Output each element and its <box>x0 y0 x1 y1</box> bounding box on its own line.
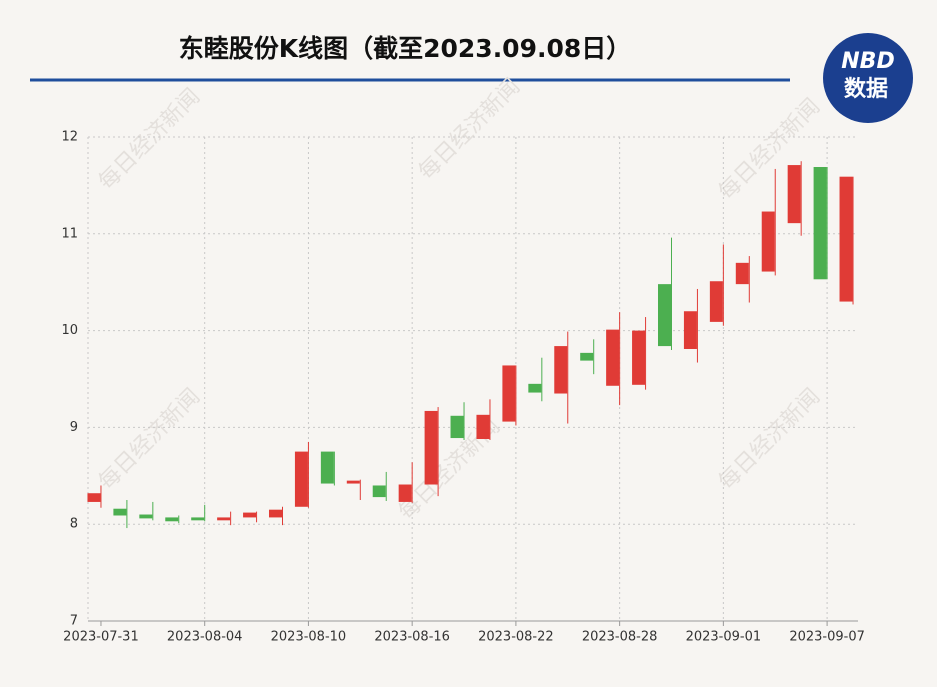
watermark: 每日经济新闻 <box>94 384 205 495</box>
candle-body <box>632 330 646 385</box>
x-tick-label: 2023-09-07 <box>789 630 865 645</box>
y-tick-label: 7 <box>70 614 78 629</box>
logo-top: NBD <box>841 49 894 74</box>
x-tick-label: 2023-07-31 <box>63 630 139 645</box>
candle-body <box>554 346 568 394</box>
candle-body <box>813 167 827 280</box>
candle-body <box>268 509 282 518</box>
candle-body <box>113 508 127 516</box>
candle-body <box>191 517 205 521</box>
candle-body <box>606 329 620 386</box>
candle-body <box>398 484 412 502</box>
candle-body <box>165 517 179 522</box>
x-tick-label: 2023-09-01 <box>686 630 762 645</box>
x-tick-label: 2023-08-22 <box>478 630 554 645</box>
candle-body <box>528 383 542 393</box>
candle-body <box>346 480 360 484</box>
candle-body <box>217 517 231 521</box>
candle-body <box>243 512 257 518</box>
candle-body <box>787 165 801 224</box>
x-tick-label: 2023-08-16 <box>374 630 450 645</box>
candle-body <box>139 514 153 519</box>
watermark: 每日经济新闻 <box>414 74 525 185</box>
candle-body <box>424 410 438 485</box>
chart-title: 东睦股份K线图（截至2023.09.08日） <box>179 34 632 63</box>
candle-body <box>839 176 853 302</box>
candle-body <box>372 485 386 498</box>
logo-badge <box>823 33 913 123</box>
candle-body <box>580 352 594 361</box>
candle-body <box>683 311 697 349</box>
candle-body <box>502 365 516 422</box>
y-tick-label: 8 <box>70 517 78 532</box>
candle-body <box>735 262 749 285</box>
y-tick-label: 10 <box>61 323 78 338</box>
candle-body <box>320 451 334 484</box>
x-tick-label: 2023-08-10 <box>271 630 347 645</box>
watermark: 每日经济新闻 <box>94 84 205 195</box>
candle-body <box>87 493 101 502</box>
candle-body <box>657 284 671 347</box>
candle-body <box>294 451 308 507</box>
watermark: 每日经济新闻 <box>714 384 825 495</box>
y-tick-label: 9 <box>70 420 78 435</box>
candle-body <box>476 414 490 440</box>
watermark: 每日经济新闻 <box>714 94 825 205</box>
x-tick-label: 2023-08-04 <box>167 630 243 645</box>
y-tick-label: 12 <box>61 130 78 145</box>
candle-body <box>761 211 775 272</box>
candle-body <box>450 415 464 439</box>
x-tick-label: 2023-08-28 <box>582 630 658 645</box>
logo-bottom: 数据 <box>844 76 888 102</box>
y-tick-label: 11 <box>61 226 78 241</box>
candle-body <box>709 281 723 322</box>
